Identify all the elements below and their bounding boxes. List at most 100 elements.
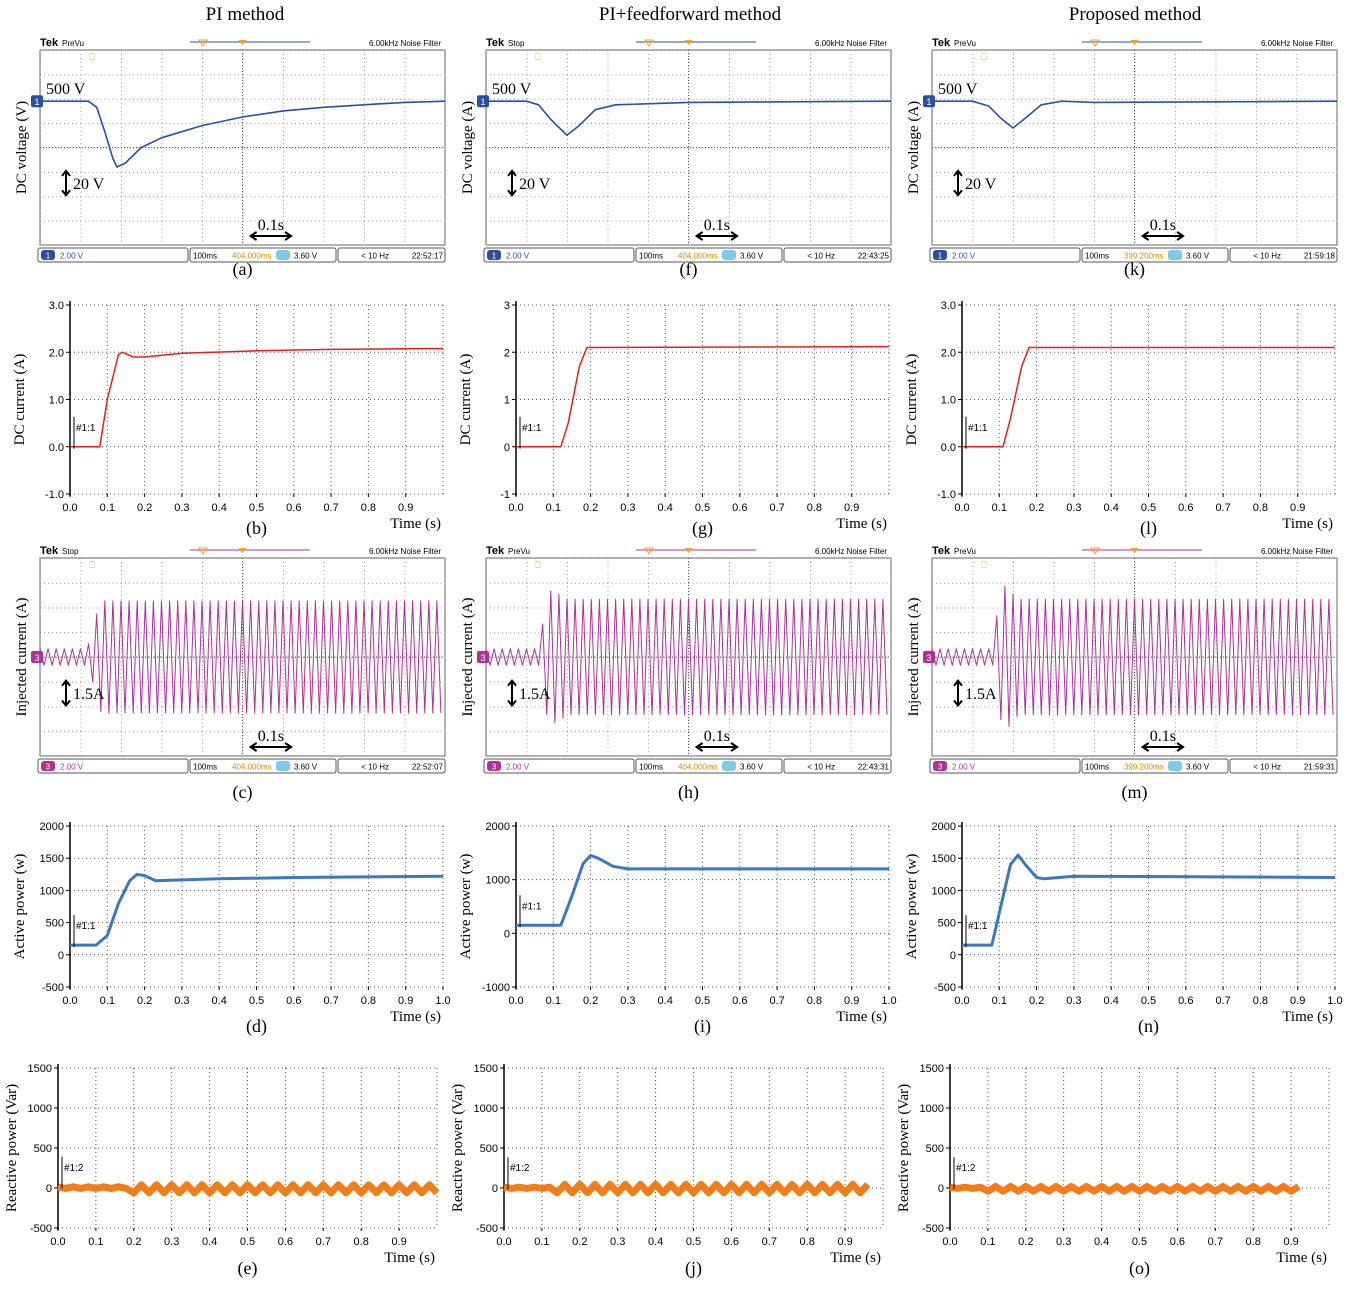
x-tick-label: 1.0 [435, 995, 450, 1007]
time-label: 0.1s [1150, 728, 1176, 745]
x-tick-label: 0.5 [695, 502, 710, 514]
status-text: 3.60 V [294, 252, 318, 261]
y-tick-label: 0 [58, 950, 64, 962]
status-text: 22:52:17 [412, 252, 444, 261]
x-tick-label: 0.1 [100, 502, 115, 514]
trigger-position: ⎕ [89, 52, 95, 62]
x-tick-label: 0.4 [202, 1236, 217, 1248]
scope-brand: Tek [932, 545, 951, 557]
status-text: 3.60 V [740, 252, 764, 261]
x-tick-label: 0.7 [769, 502, 784, 514]
scope-brand: Tek [40, 545, 59, 557]
scale-label: 1.5A [73, 686, 105, 703]
status-text: 2.00 V [506, 763, 530, 772]
x-tick-label: 0.3 [620, 995, 635, 1007]
x-tick-label: 0.2 [583, 502, 598, 514]
x-tick-label: 0.4 [658, 502, 673, 514]
y-tick-label: 2000 [40, 821, 64, 833]
time-label: 0.1s [258, 217, 284, 234]
annotation: #1:2 [510, 1163, 530, 1174]
x-axis-label: Time (s) [1276, 1250, 1327, 1266]
scope-filter: 6.00kHz Noise Filter [369, 39, 441, 48]
y-tick-label: 3.0 [49, 300, 64, 312]
scope-state: Stop [508, 39, 525, 48]
y-tick-label: 0 [492, 1183, 498, 1195]
y-tick-label: 500 [46, 918, 64, 930]
caption: (c) [233, 782, 253, 803]
x-tick-label: 0.5 [1141, 502, 1156, 514]
x-tick-label: 0.2 [1029, 502, 1044, 514]
y-tick-label: -500 [934, 982, 956, 994]
x-tick-label: 0.0 [942, 1236, 957, 1248]
y-tick-label: 1 [504, 395, 510, 407]
data-line [58, 1185, 437, 1193]
y-tick-label: 0 [938, 1183, 944, 1195]
status-text: < 10 Hz [1253, 252, 1281, 261]
caption: (g) [692, 518, 713, 539]
y-tick-label: 1.0 [941, 395, 956, 407]
x-tick-label: 0.5 [1132, 1236, 1147, 1248]
y-tick-label: 3.0 [941, 300, 956, 312]
x-tick-label: 0.3 [164, 1236, 179, 1248]
caption: (m) [1122, 782, 1148, 803]
x-tick-label: 0.4 [1094, 1236, 1109, 1248]
status-trigger-channel [722, 761, 736, 771]
x-axis-label: Time (s) [1282, 1009, 1333, 1025]
x-tick-label: 0.4 [212, 995, 227, 1007]
status-text: < 10 Hz [807, 763, 835, 772]
trigger-marker [1091, 548, 1099, 554]
status-channel-number: 3 [46, 763, 51, 772]
x-tick-label: 0.5 [249, 502, 264, 514]
scope-filter: 6.00kHz Noise Filter [1261, 39, 1333, 48]
status-text: 100ms [193, 252, 217, 261]
x-tick-label: 0.1 [980, 1236, 995, 1248]
y-tick-label: 1500 [474, 1063, 498, 1075]
channel-number: 3 [926, 653, 931, 663]
x-tick-label: 0.5 [249, 995, 264, 1007]
trigger-position: ⎕ [981, 560, 987, 570]
y-axis-label: Active power (w) [12, 854, 28, 960]
y-tick-label: -500 [42, 982, 64, 994]
x-tick-label: 0.8 [1253, 502, 1268, 514]
trigger-marker [645, 548, 653, 554]
channel-number: 1 [480, 97, 485, 107]
y-axis-label: DC voltage (A) [906, 101, 922, 194]
x-tick-label: 0.6 [724, 1236, 739, 1248]
level-label: 500 V [492, 81, 532, 98]
scale-label: 20 V [73, 176, 105, 193]
x-tick-label: 0.8 [807, 995, 822, 1007]
x-tick-label: 0.8 [354, 1236, 369, 1248]
x-tick-label: 0.1 [534, 1236, 549, 1248]
status-text: 21:59:18 [1304, 252, 1336, 261]
x-tick-label: 0.2 [1029, 995, 1044, 1007]
y-axis-label: DC voltage (A) [460, 101, 476, 194]
scope-brand: Tek [932, 37, 951, 49]
x-tick-label: 0.9 [844, 995, 859, 1007]
x-tick-label: 0.3 [1066, 995, 1081, 1007]
status-text: 2.00 V [952, 252, 976, 261]
x-tick-label: 0.0 [954, 502, 969, 514]
status-trigger-channel [1168, 761, 1182, 771]
caption: (d) [246, 1016, 267, 1037]
x-axis-label: Time (s) [1282, 516, 1333, 532]
annotation: #1:1 [522, 423, 542, 434]
x-tick-label: 0.8 [807, 502, 822, 514]
status-channel-number: 3 [492, 763, 497, 772]
trigger-marker [199, 548, 207, 554]
scope-state: PreVu [508, 547, 530, 556]
x-tick-label: 0.9 [1290, 995, 1305, 1007]
caption: (a) [233, 259, 253, 280]
status-trigger-channel [1168, 250, 1182, 260]
y-tick-label: 0.0 [49, 442, 64, 454]
y-tick-label: 2 [504, 347, 510, 359]
x-axis-label: Time (s) [836, 1009, 887, 1025]
scope-state: PreVu [954, 39, 976, 48]
column-title: Proposed method [1069, 4, 1202, 25]
trigger-marker [1091, 40, 1099, 46]
y-tick-label: 3 [504, 300, 510, 312]
scope-state: Stop [62, 547, 79, 556]
status-channel-number: 1 [46, 252, 51, 261]
x-tick-label: 0.6 [1178, 502, 1193, 514]
y-tick-label: 1.0 [49, 395, 64, 407]
x-tick-label: 0.2 [137, 995, 152, 1007]
